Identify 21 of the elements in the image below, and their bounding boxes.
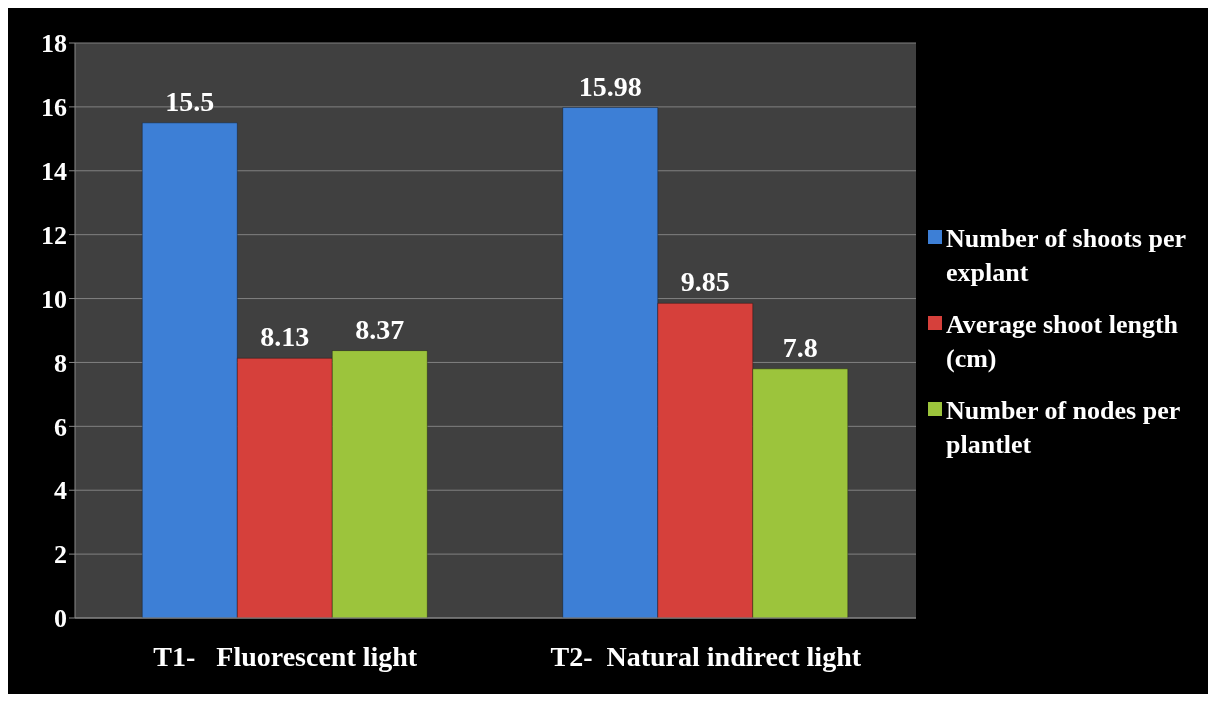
x-tick-label: T1- Fluorescent light: [153, 641, 418, 672]
data-label: 9.85: [680, 266, 730, 298]
data-label: 8.37: [355, 313, 405, 345]
y-tick-label: 12: [41, 220, 67, 250]
y-tick-label: 2: [54, 540, 67, 570]
y-tick-label: 18: [41, 29, 67, 59]
legend-label: Number of nodes per plantlet: [946, 395, 1181, 461]
data-label: 7.8: [782, 331, 818, 363]
data-label: 15.98: [578, 70, 642, 102]
x-tick-label: T2- Natural indirect light: [550, 641, 862, 672]
y-tick-label: 10: [41, 284, 67, 314]
legend-label: Average shoot length (cm): [946, 309, 1180, 375]
y-tick-label: 16: [41, 93, 67, 123]
y-tick-label: 14: [41, 157, 67, 187]
legend-label: Number of shoots per explant: [946, 223, 1187, 289]
data-label: 8.13: [260, 321, 310, 353]
y-tick-label: 0: [54, 604, 67, 634]
y-tick-label: 6: [54, 412, 67, 442]
data-label: 15.5: [165, 85, 215, 117]
y-tick-label: 4: [54, 476, 67, 506]
y-tick-label: 8: [54, 348, 67, 378]
